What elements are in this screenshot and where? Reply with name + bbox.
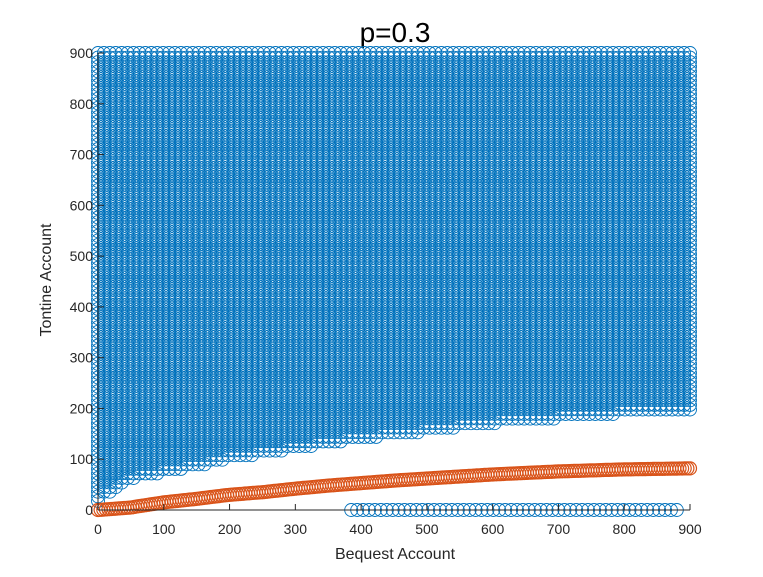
plot-area — [90, 46, 698, 518]
series-1-points — [91, 46, 697, 517]
chart-title: p=0.3 — [360, 17, 431, 48]
